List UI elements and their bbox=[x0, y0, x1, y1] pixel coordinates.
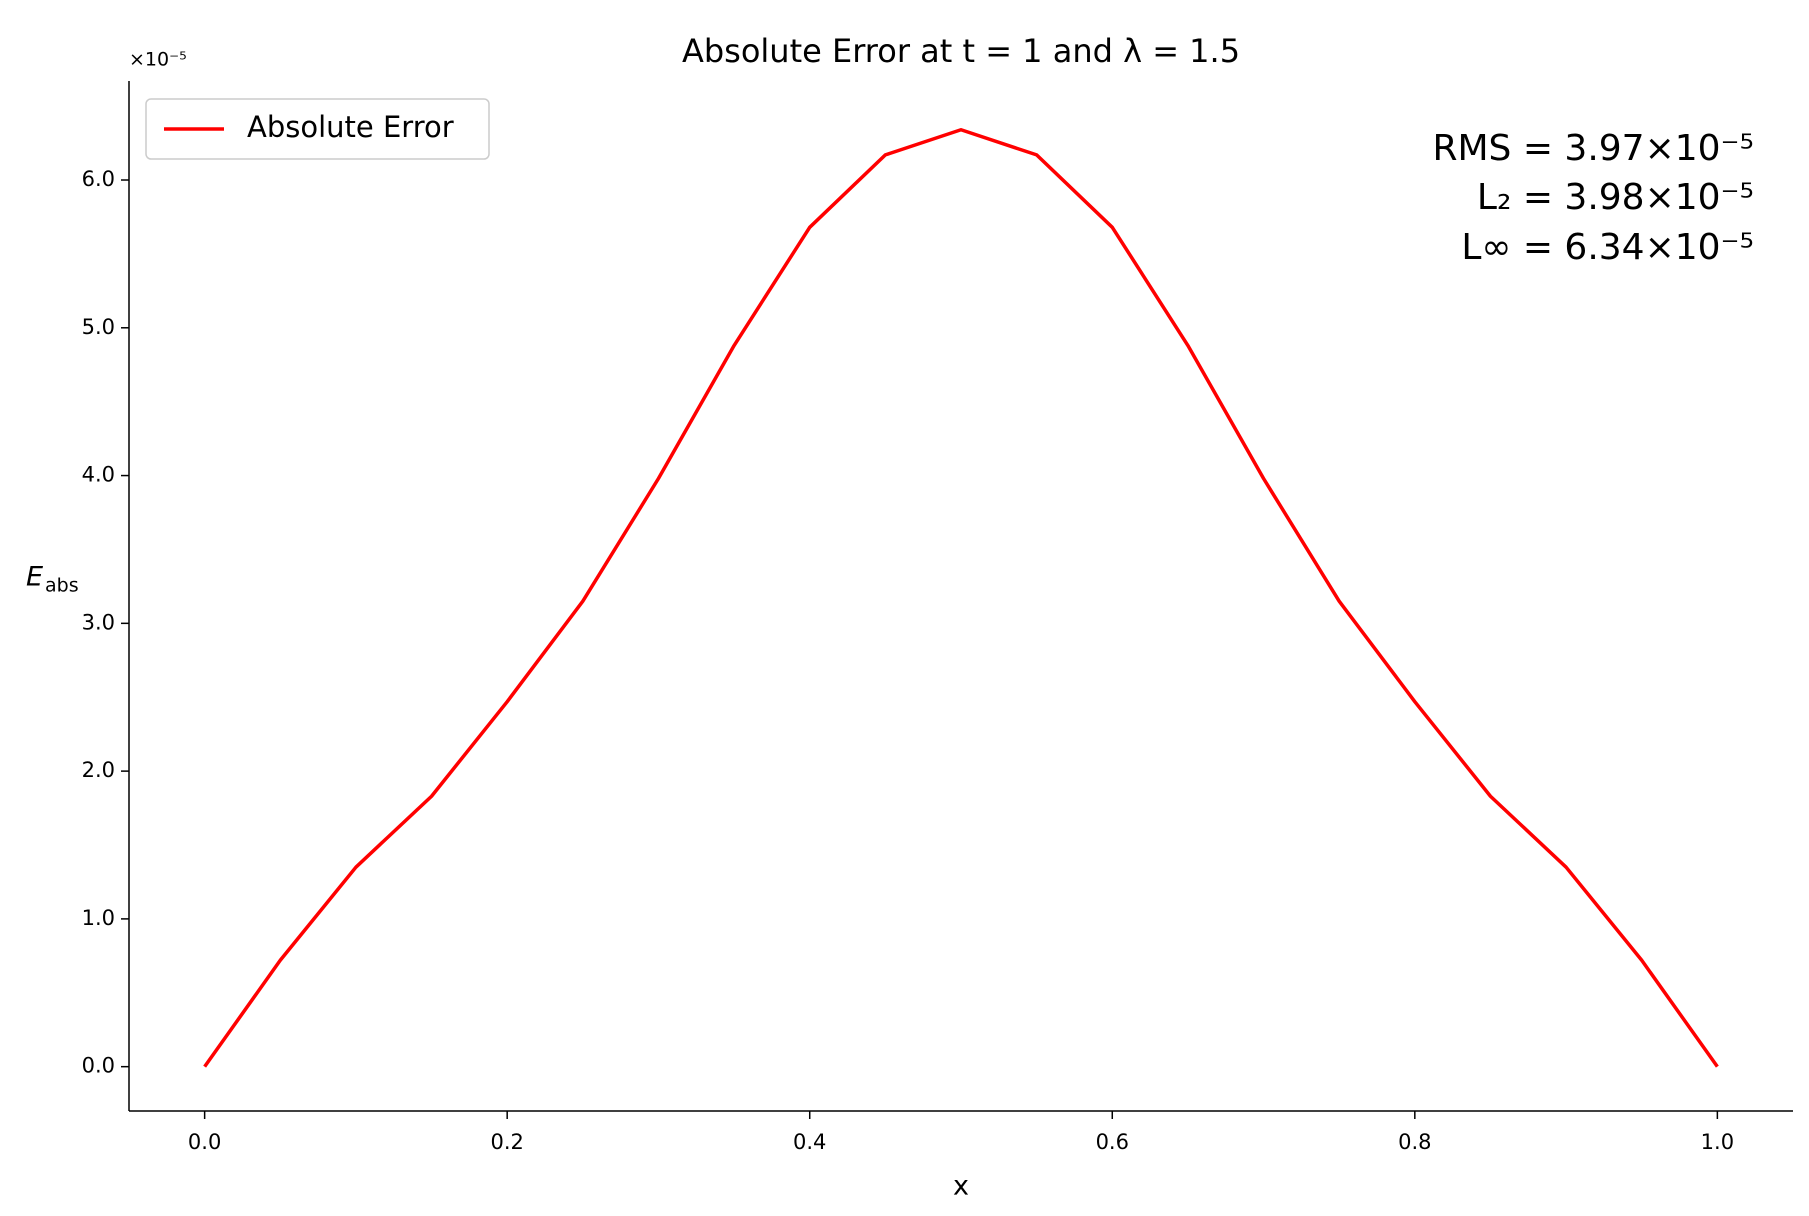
data-line bbox=[203, 128, 1719, 1068]
legend-box bbox=[145, 98, 490, 160]
y-offset-label: ×10⁻⁵ bbox=[129, 49, 187, 71]
y-tick-label: 0.0 bbox=[82, 1054, 115, 1078]
y-tick-label: 3.0 bbox=[82, 610, 115, 634]
x-tick-label: 1.0 bbox=[1701, 1130, 1734, 1154]
y-tick-label: 6.0 bbox=[82, 167, 115, 191]
annotation: L₂ = 3.98×10⁻⁵ bbox=[1477, 177, 1754, 218]
x-axis-label: x bbox=[953, 1171, 969, 1202]
y-tick-label: 1.0 bbox=[82, 906, 115, 930]
legend-label: Absolute Error bbox=[247, 110, 454, 144]
y-tick-label: 2.0 bbox=[82, 758, 115, 782]
x-tick-label: 0.2 bbox=[490, 1130, 523, 1154]
x-tick-label: 0.0 bbox=[188, 1130, 221, 1154]
annotation: L∞ = 6.34×10⁻⁵ bbox=[1461, 227, 1754, 268]
y-axis-label: E bbox=[26, 562, 43, 593]
x-tick-label: 0.6 bbox=[1096, 1130, 1129, 1154]
y-axis-label-sub: abs bbox=[45, 575, 79, 597]
x-tick-label: 0.4 bbox=[793, 1130, 826, 1154]
y-tick-label: 5.0 bbox=[82, 315, 115, 339]
chart-title: Absolute Error at t = 1 and λ = 1.5 bbox=[682, 32, 1240, 70]
x-tick-label: 0.8 bbox=[1398, 1130, 1431, 1154]
annotation: RMS = 3.97×10⁻⁵ bbox=[1432, 128, 1754, 169]
y-tick-label: 4.0 bbox=[82, 463, 115, 487]
